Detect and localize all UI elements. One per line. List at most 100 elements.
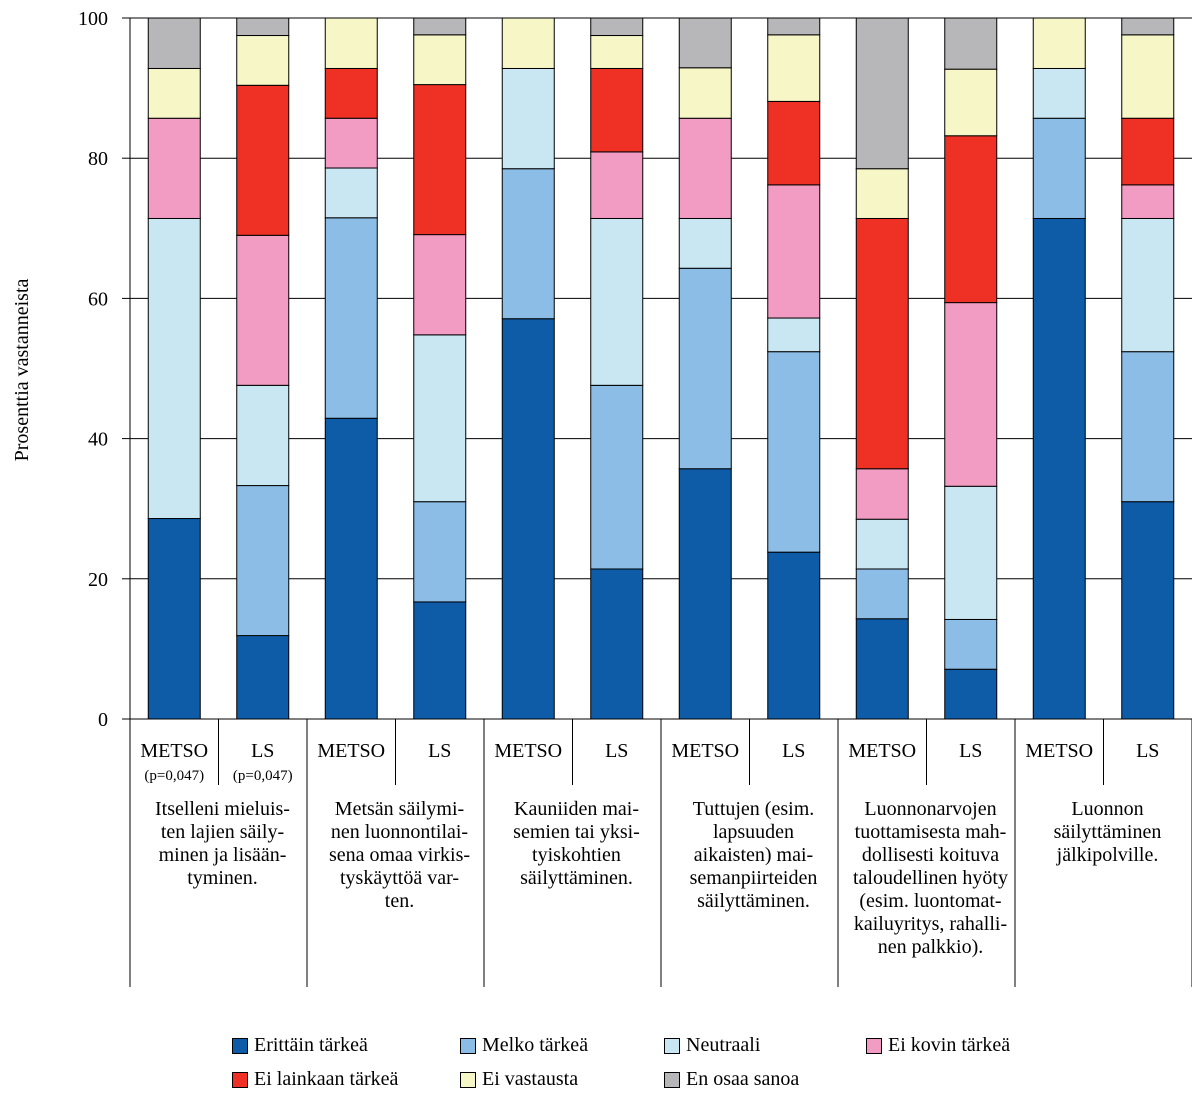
bar-segment [590, 568, 644, 720]
group-label-line: tyiskohtien [532, 844, 621, 866]
bar-segment [590, 217, 644, 386]
bar-segment [501, 318, 555, 720]
bar-label: LS [782, 740, 805, 762]
group-label-line: säilyttäminen. [697, 890, 810, 912]
legend-label: Ei kovin tärkeä [888, 1034, 1011, 1056]
bar-label: LS [428, 740, 451, 762]
bar-segment [1032, 117, 1086, 219]
y-tick-label: 40 [88, 429, 108, 451]
bar-segment [1121, 217, 1175, 353]
bar-segment [413, 34, 467, 86]
bar-label: LS [1136, 740, 1159, 762]
group-label-line: Kauniiden mai- [514, 798, 639, 820]
bar-segment [236, 234, 290, 386]
bar-segment [678, 67, 732, 119]
bar-segment [1121, 501, 1175, 720]
bar-segment [944, 668, 998, 720]
group-label-line: Tuttujen (esim. [693, 798, 815, 820]
bar-note: (p=0,047) [144, 768, 204, 784]
bar-segment [324, 117, 378, 169]
group-label-line: taloudellinen hyöty [853, 867, 1008, 889]
legend-item: Ei lainkaan tärkeä [232, 1068, 398, 1091]
bar-label: METSO [317, 740, 385, 762]
legend-label: Erittäin tärkeä [254, 1034, 368, 1056]
group-label-line: Metsän säilymi- [335, 798, 464, 820]
group-label-line: ten lajien säily- [161, 821, 284, 843]
legend-item: Ei vastausta [460, 1068, 578, 1091]
group-label-line: sena omaa virkis- [329, 844, 470, 866]
bar-segment [855, 618, 909, 720]
group-label-line: dollisesti koituva [862, 844, 999, 866]
group-label-line: (esim. luontomat- [859, 890, 1001, 912]
bar-segment [767, 34, 821, 102]
legend-label: Melko tärkeä [482, 1034, 589, 1056]
group-label-line: jälkipolville. [1056, 844, 1159, 866]
bar-segment [324, 67, 378, 119]
legend-item: Melko tärkeä [460, 1034, 588, 1057]
bar-segment [413, 601, 467, 720]
bar-segment [944, 618, 998, 670]
bar-segment [324, 417, 378, 720]
bar-segment [855, 568, 909, 620]
bar-segment [236, 35, 290, 86]
group-label-line: semanpiirteiden [690, 867, 818, 889]
bar-segment [678, 468, 732, 720]
legend-item: Ei kovin tärkeä [866, 1034, 1010, 1057]
bar-segment [147, 117, 201, 219]
group-label-line: kailuyritys, rahalli- [854, 913, 1007, 935]
bar-segment [590, 35, 644, 69]
group-label-line: Luonnonarvojen [864, 798, 996, 820]
legend-swatch [232, 1037, 248, 1054]
group-label-line: tyminen. [187, 867, 258, 889]
bar-segment [1032, 67, 1086, 119]
bar-segment [324, 167, 378, 219]
bar-segment [678, 217, 732, 269]
bar-segment [413, 17, 467, 36]
y-tick-label: 0 [98, 709, 108, 731]
bar-segment [678, 17, 732, 69]
bar-segment [1121, 117, 1175, 186]
bar-segment [944, 485, 998, 620]
legend-item: Neutraali [664, 1034, 760, 1057]
group-label-line: lapsuuden [713, 821, 794, 843]
group-label-line: minen ja lisään- [159, 844, 287, 866]
bar-segment [147, 67, 201, 119]
bar-segment [767, 17, 821, 36]
bar-segment [855, 17, 909, 170]
legend-item: Erittäin tärkeä [232, 1034, 368, 1057]
group-label-line: tuottamisesta mah- [855, 821, 1007, 843]
legend-label: Neutraali [686, 1034, 761, 1056]
y-tick-label: 20 [88, 569, 108, 591]
bar-segment [236, 84, 290, 236]
bar-segment [1121, 351, 1175, 503]
group-label-line: ten. [385, 890, 414, 912]
bar-segment [501, 67, 555, 170]
bar-segment [590, 17, 644, 37]
bar-segment [944, 68, 998, 137]
legend-swatch [866, 1037, 882, 1054]
bar-segment [501, 17, 555, 69]
y-tick-label: 60 [88, 288, 108, 310]
bar-segment [1121, 17, 1175, 36]
bar-segment [855, 168, 909, 219]
legend-label: Ei lainkaan tärkeä [254, 1068, 399, 1090]
bar-segment [855, 468, 909, 520]
bar-label: METSO [848, 740, 916, 762]
legend-swatch [664, 1037, 680, 1054]
legend-swatch [460, 1071, 476, 1088]
axes [122, 17, 1192, 987]
bar-segment [855, 217, 909, 470]
bar-segment [324, 17, 378, 69]
bar-segment [944, 17, 998, 70]
bar-segment [590, 384, 644, 570]
bar-segment [678, 267, 732, 470]
bar-segment [590, 151, 644, 219]
bar-segment [1032, 17, 1086, 69]
bar-label: LS [959, 740, 982, 762]
y-tick-label: 100 [78, 8, 108, 30]
bar-label: METSO [494, 740, 562, 762]
bar-segment [944, 302, 998, 487]
group-label-line: aikaisten) mai- [694, 844, 813, 866]
bar-segment [944, 135, 998, 304]
bar-segment [324, 217, 378, 419]
